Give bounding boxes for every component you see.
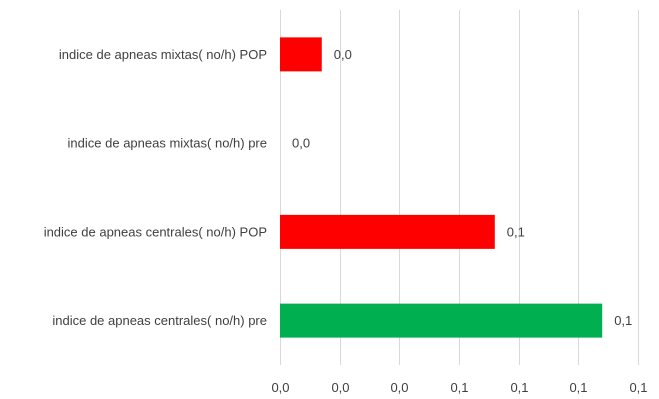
x-tick-label-5: 0,1 (569, 380, 587, 395)
x-tick-label-3: 0,1 (450, 380, 468, 395)
bars (280, 37, 603, 338)
x-tick-label-2: 0,0 (390, 380, 408, 395)
bar-0 (280, 37, 322, 72)
category-label-2: indice de apneas centrales( no/h) POP (44, 224, 267, 239)
x-tick-label-6: 0,1 (629, 380, 647, 395)
bar-2 (280, 214, 495, 249)
category-label-3: indice de apneas centrales( no/h) pre (52, 313, 267, 328)
x-axis-tick-labels: 0,0 0,0 0,0 0,1 0,1 0,1 0,1 (271, 380, 647, 395)
x-tick-label-0: 0,0 (271, 380, 289, 395)
data-label-0: 0,0 (334, 47, 352, 62)
data-label-2: 0,1 (507, 224, 525, 239)
x-tick-label-4: 0,1 (510, 380, 528, 395)
category-label-1: indice de apneas mixtas( no/h) pre (68, 136, 267, 151)
data-label-3: 0,1 (614, 313, 632, 328)
gridlines (280, 10, 639, 365)
data-labels: 0,0 0,0 0,1 0,1 (292, 47, 632, 328)
data-label-1: 0,0 (292, 136, 310, 151)
category-label-0: indice de apneas mixtas( no/h) POP (59, 47, 267, 62)
category-labels: indice de apneas mixtas( no/h) POP indice… (44, 47, 267, 328)
bar-3 (280, 303, 603, 338)
x-tick-label-1: 0,0 (331, 380, 349, 395)
